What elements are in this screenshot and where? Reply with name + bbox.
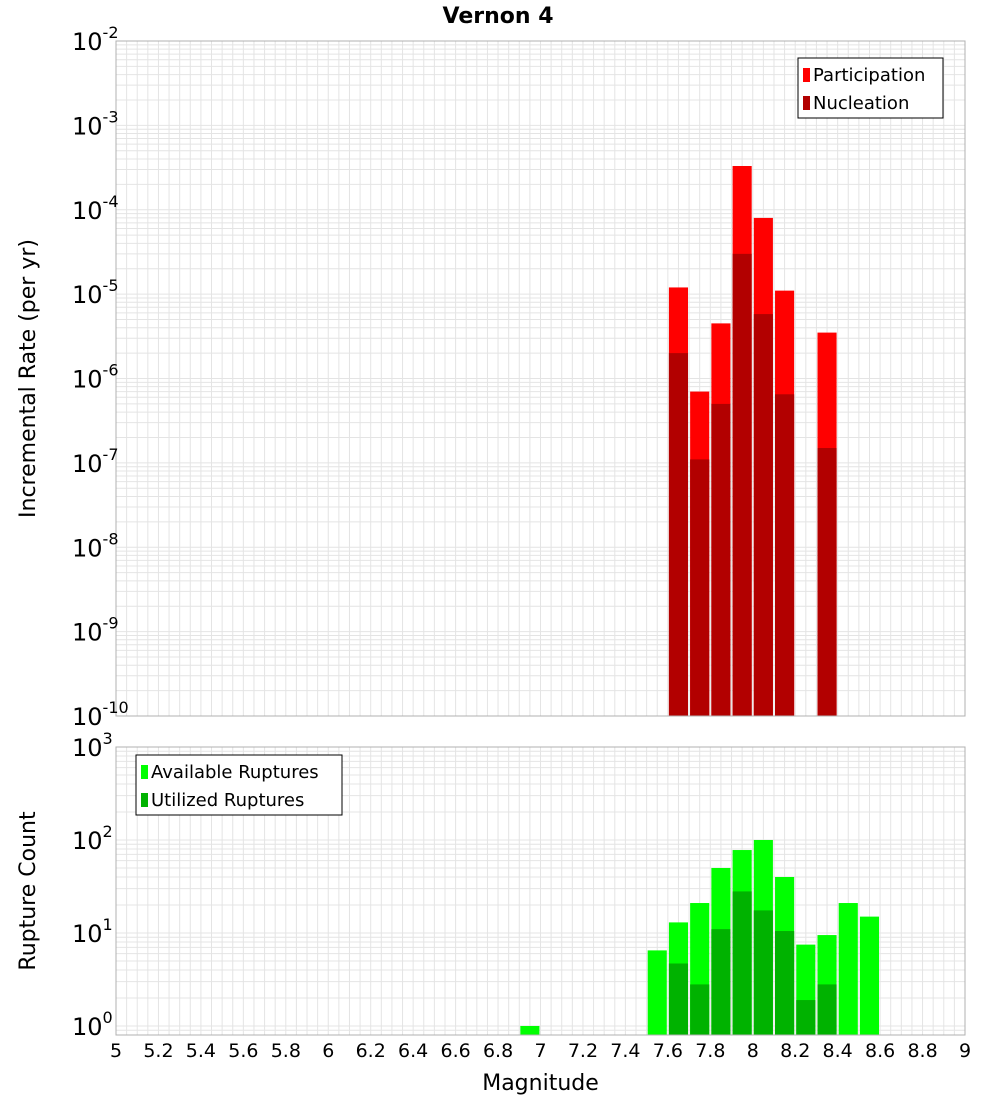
panel1-bar	[732, 253, 752, 716]
panel1-ytick-label: 10-8	[72, 529, 119, 562]
panel2-xtick-label: 9	[959, 1040, 971, 1062]
panel1-y-axis-title: Incremental Rate (per yr)	[16, 239, 41, 518]
panel2-legend: Available Ruptures Utilized Ruptures	[135, 754, 343, 816]
panel2-bar	[859, 916, 880, 1035]
panel1-bar	[711, 403, 731, 716]
panel2-xtick-label: 7.2	[568, 1040, 598, 1062]
panel1-legend: Participation Nucleation	[797, 57, 944, 119]
panel1-ytick-label: 10-10	[72, 698, 129, 731]
panel2-bar	[838, 903, 858, 1035]
panel2-xtick-label: 5.4	[186, 1040, 216, 1062]
panel2-legend-swatch	[141, 765, 148, 779]
panel2-bar	[711, 929, 731, 1035]
panel1-ytick-exponent: -8	[103, 529, 119, 548]
panel2-plot-border	[115, 746, 966, 1036]
panel2-xtick-label: 8.2	[780, 1040, 810, 1062]
panel2-ytick-exponent: 1	[103, 915, 113, 934]
panel1-legend-box	[797, 57, 944, 119]
panel2-legend-swatch	[141, 793, 148, 807]
panel2-bar	[732, 891, 752, 1035]
panel1-legend-label: Nucleation	[813, 93, 909, 114]
panel1-legend-swatch	[803, 68, 810, 82]
panel2-xtick-label: 5	[110, 1040, 122, 1062]
panel2-xtick-label: 7.8	[695, 1040, 725, 1062]
panel2-xtick-label: 7	[534, 1040, 546, 1062]
panel2-xtick-label: 8.6	[865, 1040, 895, 1062]
panel1-ytick-label: 10-5	[72, 276, 119, 309]
panel1-bar	[668, 353, 689, 716]
panel2-bar	[668, 963, 689, 1035]
panel1-bar	[775, 394, 795, 716]
panel2-xtick-label: 8.4	[823, 1040, 853, 1062]
panel2-xtick-label: 7.4	[610, 1040, 640, 1062]
panel1-legend-label: Participation	[813, 65, 925, 86]
panel2-x-axis-title: Magnitude	[482, 1071, 599, 1096]
panel1-bar	[753, 314, 773, 716]
panel2-ytick-exponent: 0	[103, 1008, 113, 1027]
panel2-ytick-exponent: 3	[103, 729, 113, 748]
panel1-ytick-exponent: -6	[103, 361, 119, 380]
panel2-y-axis-title: Rupture Count	[16, 811, 41, 971]
panel2-bar	[775, 931, 795, 1035]
panel2-bar	[817, 984, 837, 1035]
panel1-bar	[817, 448, 837, 716]
panel2-bar	[647, 950, 667, 1035]
panel2-ytick-label: 100	[72, 1008, 113, 1041]
panel1-ytick-exponent: -10	[103, 698, 129, 717]
panel2-xtick-label: 5.8	[271, 1040, 301, 1062]
panel1-ytick-label: 10-9	[72, 614, 119, 647]
panel1-ytick-label: 10-3	[72, 107, 119, 140]
panel2-xtick-label: 6.4	[398, 1040, 428, 1062]
panel2-legend-label: Available Ruptures	[151, 762, 319, 783]
panel2-ytick-label: 103	[72, 729, 113, 762]
panel1-ytick-label: 10-2	[72, 23, 119, 56]
panel2-bar	[520, 1025, 540, 1035]
chart-title: Vernon 4	[443, 4, 554, 29]
panel1-ytick-exponent: -9	[103, 614, 119, 633]
panel2-xtick-label: 8	[747, 1040, 759, 1062]
panel1-ytick-exponent: -7	[103, 445, 119, 464]
panel2-xtick-label: 8.8	[907, 1040, 937, 1062]
panel2-xtick-label: 5.6	[228, 1040, 258, 1062]
panel2-xtick-label: 5.2	[143, 1040, 173, 1062]
panel2-ytick-label: 101	[72, 915, 113, 948]
panel2-xtick-label: 6	[322, 1040, 334, 1062]
panel2-bar	[690, 984, 710, 1035]
panel1-grid	[115, 40, 966, 717]
panel1-ytick-exponent: -3	[103, 107, 119, 126]
panel2-legend-label: Utilized Ruptures	[151, 790, 304, 811]
panel1-ytick-label: 10-4	[72, 192, 119, 225]
panel1-plot-border	[115, 40, 966, 717]
panel1-bar	[690, 459, 710, 716]
panel1-ytick-exponent: -4	[103, 192, 119, 211]
panel2-xtick-label: 6.8	[483, 1040, 513, 1062]
panel1-series-2	[668, 253, 837, 716]
panel2-xtick-label: 6.6	[440, 1040, 470, 1062]
panel2-bar	[796, 1000, 816, 1035]
panel2-bar	[753, 910, 773, 1035]
panel1-ytick-label: 10-6	[72, 361, 119, 394]
panel2-xtick-label: 6.2	[356, 1040, 386, 1062]
panel1-ytick-label: 10-7	[72, 445, 119, 478]
panel2-xtick-label: 7.6	[653, 1040, 683, 1062]
panel1-ytick-exponent: -5	[103, 276, 119, 295]
panel1-ytick-exponent: -2	[103, 23, 119, 42]
panel2-series-2	[668, 891, 837, 1035]
panel2-legend-box	[135, 754, 343, 816]
panel2-ytick-exponent: 2	[103, 822, 113, 841]
panel1-legend-swatch	[803, 96, 810, 110]
panel2-ytick-label: 102	[72, 822, 113, 855]
